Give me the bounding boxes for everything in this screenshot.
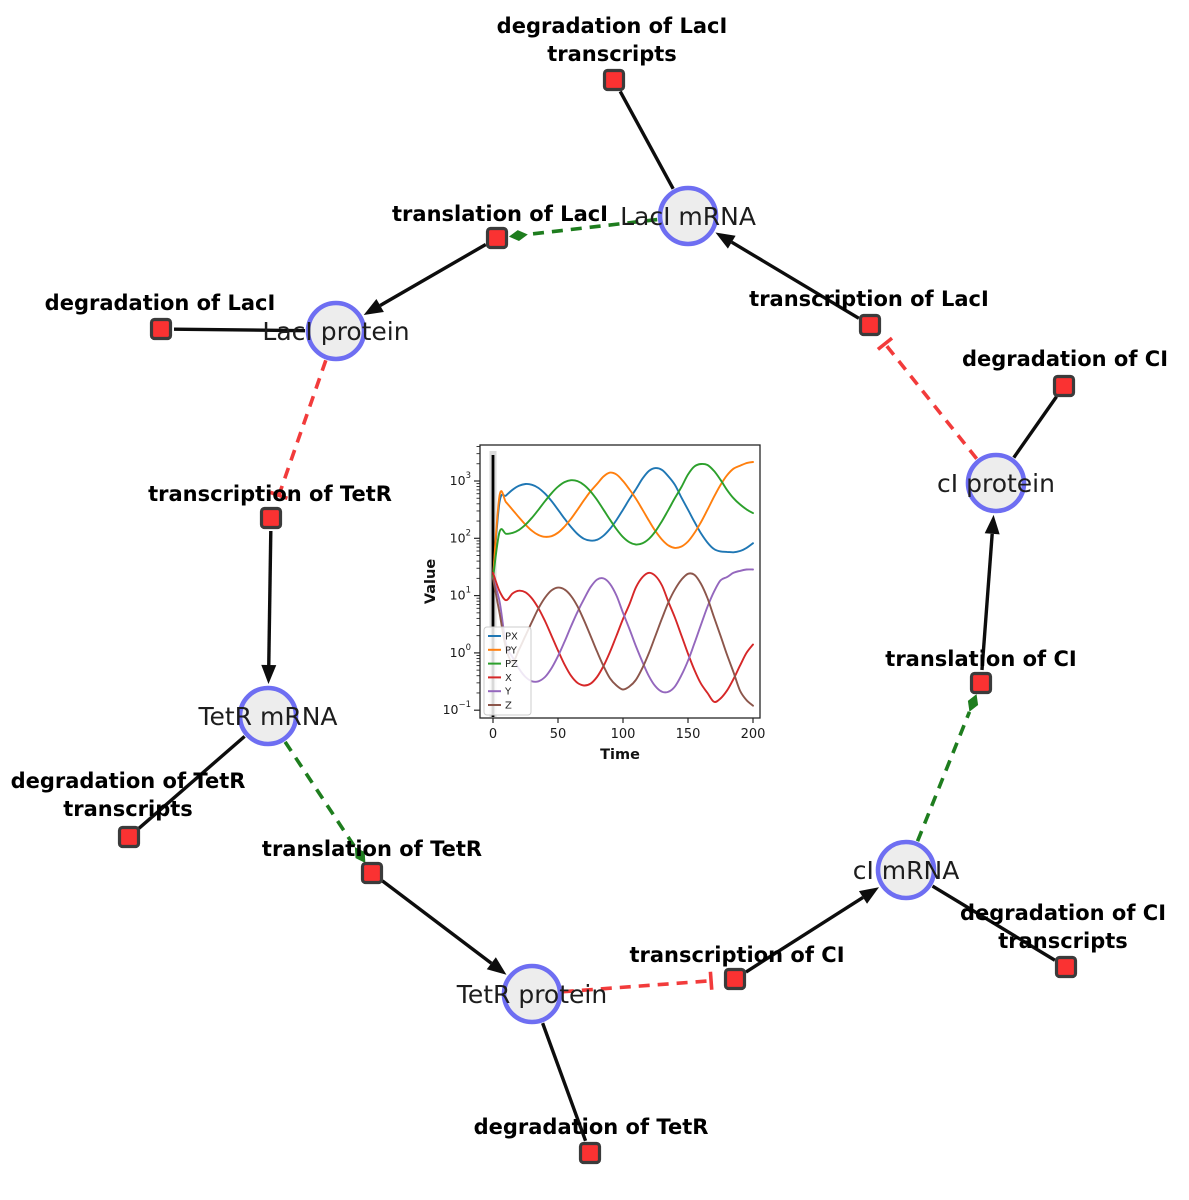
reaction-label-deg_ci_tx: degradation of CI transcripts: [960, 901, 1166, 953]
species-node-ci_prot: [965, 452, 1027, 514]
edge-ci_prot-tc_laci: [876, 336, 979, 460]
edge-tetr_prot-deg_tetr: [541, 1022, 588, 1142]
reaction-node-tc_ci: [723, 967, 747, 991]
legend-label-PZ: PZ: [505, 659, 518, 670]
edges-layer: [137, 90, 1058, 1142]
reaction-node-deg_tetr: [578, 1141, 602, 1165]
reaction-node-tl_laci: [485, 226, 509, 250]
arrowhead: [984, 514, 1000, 535]
chart-x-tick-label: 150: [676, 727, 701, 742]
edge-laci_mrna-tl_laci: [508, 217, 658, 242]
legend-label-Y: Y: [504, 687, 512, 698]
legend-label-X: X: [505, 673, 512, 684]
chart-series-Z: [492, 572, 754, 707]
chart-x-tick-label: 200: [741, 727, 766, 742]
chart-series-layer: [492, 461, 754, 707]
chart-series-PZ: [492, 462, 754, 580]
modifier-diamond: [354, 847, 366, 863]
species-node-laci_prot: [305, 300, 367, 362]
edge-tetr_mrna-deg_tetr_tx: [137, 735, 246, 830]
reaction-node-deg_tetr_tx: [117, 825, 141, 849]
arrowhead: [715, 232, 736, 249]
edge-tc_tetr-tetr_mrna: [261, 530, 277, 685]
reaction-label-tc_laci: transcription of LacI: [749, 287, 989, 311]
arrowhead: [363, 298, 384, 315]
species-nodes-layer: [237, 185, 1027, 1025]
arrowhead: [486, 957, 507, 975]
reaction-label-tl_laci: translation of LacI: [392, 202, 608, 226]
chart-legend: PX PY PZ XYZ: [483, 626, 532, 716]
species-node-tetr_prot: [501, 963, 563, 1025]
chart-x-tick-label: 100: [611, 727, 636, 742]
chart-y-axis-label: Value: [423, 559, 439, 605]
chart-x-axis-label: Time: [600, 747, 640, 763]
species-node-ci_mrna: [875, 839, 937, 901]
modifier-diamond: [508, 230, 528, 242]
edge-tc_laci-laci_mrna: [715, 232, 860, 320]
edge-ci_mrna-tl_ci: [915, 694, 979, 842]
inset-chart: 0 50 100 150 20010310210110010−1TimeValuePXP…: [420, 433, 780, 772]
species-label-tetr_mrna: TetR mRNA: [197, 702, 337, 731]
edge-tc_ci-ci_mrna: [745, 887, 880, 974]
chart-series-PX: [492, 467, 754, 580]
reaction-node-deg_ci_tx: [1054, 955, 1078, 979]
modifier-diamond: [967, 694, 979, 712]
edge-tetr_mrna-tl_tetr: [283, 740, 366, 863]
reaction-label-tc_ci: transcription of CI: [629, 943, 844, 967]
reaction-label-deg_ci: degradation of CI: [962, 347, 1168, 371]
edge-tl_laci-laci_prot: [363, 243, 487, 315]
edge-laci_prot-deg_laci: [173, 327, 306, 333]
legend-label-Z: Z: [505, 701, 512, 712]
edge-laci_mrna-deg_laci_tx: [618, 90, 675, 190]
edge-ci_mrna-deg_ci_tx: [931, 884, 1056, 962]
species-label-ci_prot: cI protein: [937, 469, 1055, 498]
reaction-label-deg_tetr: degradation of TetR: [474, 1115, 709, 1139]
chart-series-X: [492, 571, 754, 703]
legend-label-PY: PY: [505, 645, 518, 656]
reaction-label-deg_tetr_tx: degradation of TetR transcripts: [11, 769, 246, 821]
reaction-node-deg_ci: [1052, 374, 1076, 398]
species-node-tetr_mrna: [237, 685, 299, 747]
edge-tetr_prot-tc_ci: [562, 971, 714, 994]
reaction-label-tc_tetr: transcription of TetR: [148, 482, 392, 506]
species-label-laci_prot: LacI protein: [262, 317, 409, 346]
edge-tl_ci-ci_prot: [980, 514, 1000, 671]
edge-ci_prot-deg_ci: [1012, 395, 1058, 459]
chart-x-tick-label: 0: [489, 727, 497, 742]
edge-laci_prot-tc_tetr: [269, 359, 328, 500]
chart-plot-area: [479, 444, 761, 719]
inhibition-bar: [269, 490, 288, 500]
inhibition-bar: [708, 971, 714, 990]
arrowhead: [858, 887, 880, 904]
reaction-label-tl_tetr: translation of TetR: [262, 837, 482, 861]
reaction-node-tc_tetr: [259, 506, 283, 530]
edge-tl_tetr-tetr_prot: [381, 879, 507, 975]
legend-label-PX: PX: [505, 632, 518, 643]
chart-figure-background: [420, 433, 780, 772]
labels-layer: degradation of LacI transcripts translatio…: [11, 14, 1168, 1139]
species-label-tetr_prot: TetR protein: [456, 980, 607, 1009]
reaction-node-tl_ci: [969, 671, 993, 695]
reaction-node-deg_laci_tx: [602, 68, 626, 92]
chart-series-PY: [492, 461, 754, 580]
inhibition-bar: [876, 336, 894, 351]
species-node-laci_mrna: [657, 185, 719, 247]
reaction-node-deg_laci: [149, 317, 173, 341]
arrowhead: [261, 664, 277, 685]
reaction-nodes-layer: [117, 68, 1078, 1165]
chart-x-tick-label: 50: [550, 727, 567, 742]
species-label-laci_mrna: LacI mRNA: [620, 202, 756, 231]
reaction-node-tl_tetr: [360, 861, 384, 885]
reaction-label-tl_ci: translation of CI: [885, 647, 1076, 671]
reaction-label-deg_laci: degradation of LacI: [45, 291, 276, 315]
species-label-ci_mrna: cI mRNA: [853, 856, 960, 885]
reaction-node-tc_laci: [858, 313, 882, 337]
reaction-label-deg_laci_tx: degradation of LacI transcripts: [497, 14, 728, 66]
